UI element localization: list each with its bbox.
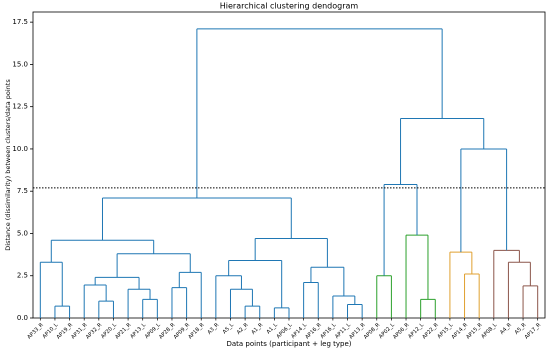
- y-tick-label: 15.0: [12, 60, 28, 68]
- dendrogram-link: [347, 303, 363, 318]
- chart-title: Hierarchical clustering dendogram: [220, 2, 359, 11]
- y-tick-label: 10.0: [12, 145, 28, 153]
- leaf-label: AP17_R: [524, 322, 543, 341]
- dendrogram-link: [244, 305, 261, 318]
- y-tick-label: 5.0: [17, 229, 28, 237]
- dendrogram-link: [405, 234, 429, 318]
- dendrogram-link: [400, 118, 485, 185]
- y-axis-label: Distance (dissimilarity) between cluster…: [4, 79, 12, 251]
- dendrogram-link: [460, 148, 508, 253]
- dendrogram-link: [273, 307, 290, 318]
- dendrogram-link: [39, 261, 63, 318]
- dendrogram-link: [522, 285, 539, 318]
- dendrogram-link: [94, 276, 140, 290]
- dendrogram-link: [178, 271, 202, 318]
- leaf-label: AP08_L: [480, 322, 498, 340]
- dendrogram-link: [332, 295, 356, 318]
- dendrogram-link: [464, 273, 480, 318]
- dendrogram-link: [127, 288, 151, 318]
- leaf-label: A5_L: [222, 322, 235, 335]
- leaf-label: A4_R: [499, 322, 513, 336]
- leaf-label: AP18_R: [187, 322, 206, 341]
- dendrogram-link: [507, 261, 531, 318]
- dendrogram-link: [101, 197, 292, 241]
- dendrogram-link: [54, 305, 71, 318]
- plot-frame: [32, 11, 546, 319]
- dendrogram-link: [493, 249, 520, 318]
- leaf-label: A2_R: [236, 322, 250, 336]
- dendrogram-link: [303, 281, 319, 318]
- leaf-label: A1_R: [251, 322, 265, 336]
- y-tick-label: 17.5: [12, 18, 28, 26]
- dendrogram-link: [376, 275, 392, 318]
- y-tick-label: 7.5: [17, 187, 28, 195]
- dendrogram-link: [196, 28, 443, 198]
- dendrogram-link: [449, 251, 473, 318]
- y-tick-label: 2.5: [17, 272, 28, 280]
- dendrogram-link: [98, 300, 114, 318]
- y-tick-label: 0.0: [17, 314, 28, 322]
- dendrogram-link: [420, 298, 436, 318]
- dendrogram-link: [229, 288, 253, 318]
- dendrogram-link: [228, 260, 283, 308]
- dendrogram-link: [310, 266, 345, 297]
- dendrogram-link: [171, 287, 188, 318]
- dendrogram-link: [50, 239, 155, 263]
- dendrogram-link: [254, 238, 328, 268]
- dendrogram-link: [215, 275, 242, 318]
- leaf-label: A3_R: [207, 322, 221, 336]
- dendrogram-link: [116, 253, 191, 278]
- dendrogram-link: [142, 298, 158, 318]
- dendrogram-link: [383, 183, 418, 276]
- x-axis-label: Data points (participant + leg type): [226, 340, 351, 348]
- y-tick-label: 12.5: [12, 103, 28, 111]
